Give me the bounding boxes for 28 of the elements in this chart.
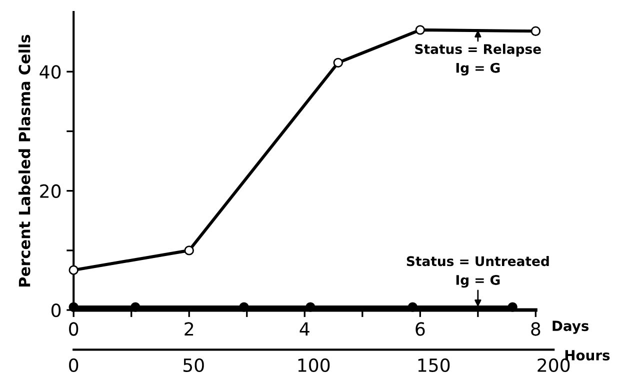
x-tick-label: 4 <box>300 322 310 336</box>
point <box>333 58 343 68</box>
point <box>130 302 140 312</box>
x-tick-label: 8 <box>531 322 540 336</box>
point <box>415 25 426 35</box>
point <box>530 26 541 36</box>
x-tick-label: 2 <box>184 322 194 336</box>
x-axis-title: Days <box>552 320 589 334</box>
y-tick-label: 20 <box>40 184 61 198</box>
x2-axis-title: Hours <box>565 350 610 360</box>
point <box>68 265 78 275</box>
annotation: Status = Untreated Ig = G <box>406 256 549 288</box>
x2-tick-label: 200 <box>538 358 570 372</box>
x-tick-label: 0 <box>69 322 78 336</box>
point <box>184 246 194 256</box>
point <box>306 302 316 312</box>
x2-tick-label: 50 <box>184 358 204 372</box>
point <box>508 302 518 312</box>
y-tick-label: 0 <box>51 303 61 318</box>
y-axis-title: Percent Labeled Plasma Cells <box>18 34 30 287</box>
point <box>408 302 418 312</box>
point <box>239 302 249 312</box>
x2-tick-label: 150 <box>418 358 450 372</box>
y-tick-label: 40 <box>40 65 61 79</box>
annotation: Status = Relapse Ig = G <box>415 44 541 76</box>
x-tick-label: 6 <box>416 322 425 336</box>
x2-tick-label: 100 <box>298 358 330 372</box>
x2-tick-label: 0 <box>69 358 78 372</box>
